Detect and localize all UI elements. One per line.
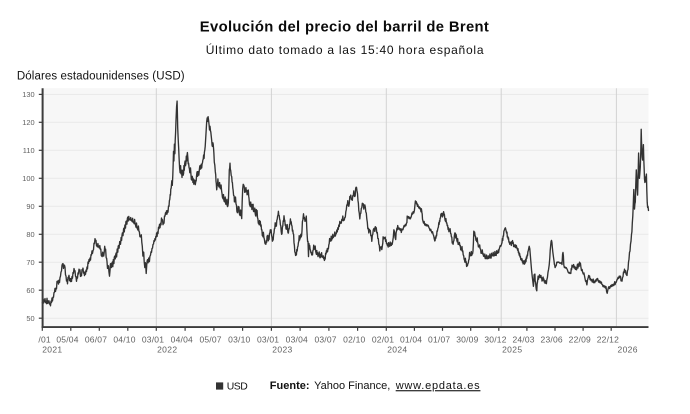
svg-text:04/10: 04/10 xyxy=(113,335,135,345)
svg-text:Evolución del precio del barri: Evolución del precio del barril de Brent xyxy=(200,20,489,36)
svg-text:06/07: 06/07 xyxy=(85,335,107,345)
svg-text:24/03: 24/03 xyxy=(512,335,534,345)
svg-text:22/09: 22/09 xyxy=(569,335,591,345)
svg-text:23/06: 23/06 xyxy=(541,335,563,345)
svg-text:2022: 2022 xyxy=(157,345,177,355)
svg-text:03/07: 03/07 xyxy=(314,335,336,345)
svg-text:Yahoo Finance,: Yahoo Finance, xyxy=(314,380,390,392)
svg-text:04/04: 04/04 xyxy=(171,335,193,345)
svg-text:2026: 2026 xyxy=(618,345,638,355)
svg-text:80: 80 xyxy=(26,230,34,239)
svg-text:2023: 2023 xyxy=(272,345,292,355)
svg-text:02/10: 02/10 xyxy=(343,335,365,345)
svg-text:70: 70 xyxy=(26,258,34,267)
svg-text:USD: USD xyxy=(227,382,248,393)
svg-text:30/09: 30/09 xyxy=(456,335,478,345)
svg-text:130: 130 xyxy=(22,90,34,99)
svg-text:Dólares estadounidenses (USD): Dólares estadounidenses (USD) xyxy=(17,70,185,82)
svg-text:90: 90 xyxy=(26,202,34,211)
svg-text:01/04: 01/04 xyxy=(400,335,422,345)
svg-text:05/04: 05/04 xyxy=(56,335,78,345)
svg-text:03/10: 03/10 xyxy=(228,335,250,345)
svg-text:2025: 2025 xyxy=(502,345,522,355)
svg-text:30/12: 30/12 xyxy=(484,335,506,345)
svg-text:110: 110 xyxy=(23,146,35,155)
svg-text:Fuente:: Fuente: xyxy=(270,380,310,392)
svg-text:03/01: 03/01 xyxy=(257,335,279,345)
svg-text:03/01: 03/01 xyxy=(142,335,164,345)
svg-text:01/07: 01/07 xyxy=(428,335,450,345)
svg-text:05/07: 05/07 xyxy=(199,335,221,345)
svg-text:60: 60 xyxy=(26,286,34,295)
svg-text:100: 100 xyxy=(22,174,34,183)
svg-text:50: 50 xyxy=(26,314,34,323)
svg-text:02/01: 02/01 xyxy=(372,335,394,345)
svg-text:www.epdata.es: www.epdata.es xyxy=(395,380,481,392)
svg-text:22/12: 22/12 xyxy=(597,335,619,345)
svg-text:/01: /01 xyxy=(38,335,50,345)
svg-text:03/04: 03/04 xyxy=(286,335,308,345)
svg-text:120: 120 xyxy=(22,118,34,127)
svg-text:2021: 2021 xyxy=(42,345,62,355)
svg-text:2024: 2024 xyxy=(387,345,407,355)
svg-text:Último dato tomado a las 15:40: Último dato tomado a las 15:40 hora espa… xyxy=(206,42,485,57)
